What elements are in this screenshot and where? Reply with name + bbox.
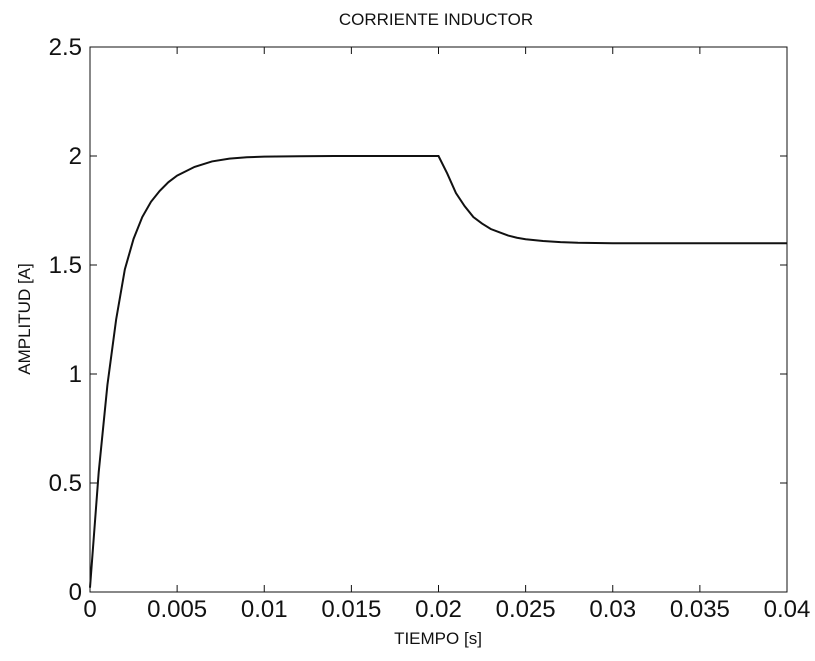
x-tick-label: 0.035: [670, 596, 730, 623]
y-tick-label: 1.5: [49, 252, 82, 279]
y-tick-label: 1: [69, 361, 82, 388]
y-axis-label: AMPLITUD [A]: [15, 263, 34, 374]
x-axis-label: TIEMPO [s]: [394, 629, 482, 648]
x-axis-ticks: 0 0.005 0.01 0.015 0.02 0.025 0.03 0.035 0.04: [83, 47, 810, 623]
chart-title: CORRIENTE INDUCTOR: [339, 10, 533, 29]
x-tick-label: 0: [83, 596, 96, 623]
x-tick-label: 0.02: [415, 596, 462, 623]
y-axis-ticks: 0 0.5 1 1.5 2 2.5: [49, 34, 787, 606]
y-tick-label: 0.5: [49, 470, 82, 497]
x-tick-label: 0.015: [321, 596, 381, 623]
x-tick-label: 0.025: [496, 596, 556, 623]
x-tick-label: 0.005: [147, 596, 207, 623]
x-tick-label: 0.03: [589, 596, 636, 623]
y-tick-label: 2.5: [49, 34, 82, 61]
y-tick-label: 2: [69, 143, 82, 170]
y-tick-label: 0: [69, 579, 82, 606]
series-line-corriente: [89, 155, 787, 588]
x-tick-label: 0.01: [241, 596, 288, 623]
x-tick-label: 0.04: [764, 596, 811, 623]
